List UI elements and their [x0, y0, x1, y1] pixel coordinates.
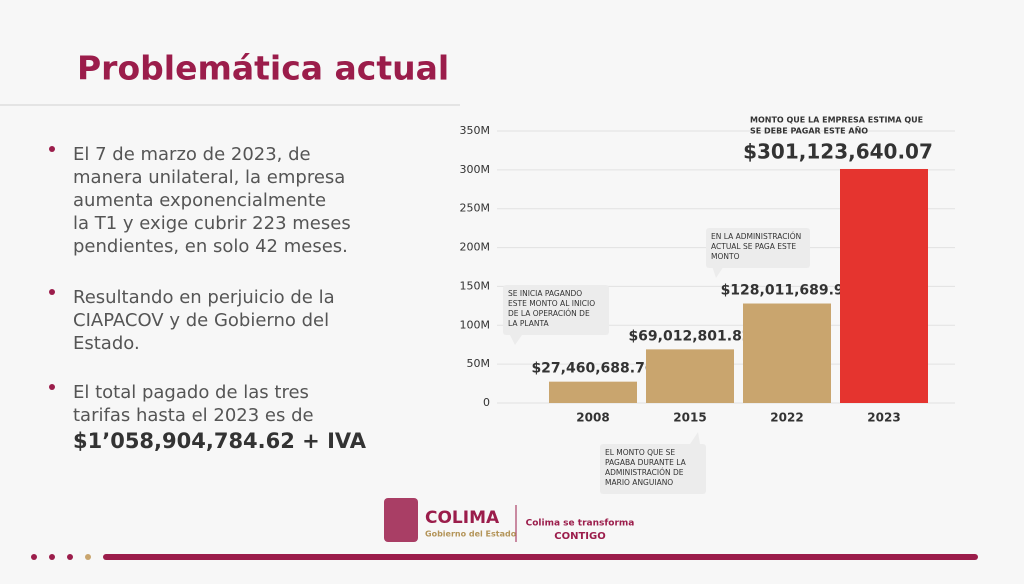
- footer-dot: [85, 554, 91, 560]
- slogan-sub: CONTIGO: [554, 531, 605, 542]
- callout-text: MARIO ANGUIANO: [605, 478, 673, 487]
- y-tick-label: 100M: [460, 318, 491, 331]
- slogan: Colima se transforma: [526, 519, 635, 529]
- bullet-dot: [49, 146, 55, 152]
- callout-box: [600, 444, 706, 494]
- bullet-line: tarifas hasta el 2023 es de: [73, 405, 314, 426]
- x-tick-label: 2023: [867, 411, 900, 425]
- value-label: $69,012,801.82: [628, 328, 751, 344]
- callout-text: DE LA OPERACIÓN DE: [508, 309, 590, 318]
- annotation-text: SE DEBE PAGAR ESTE AÑO: [750, 126, 868, 136]
- bullet-line: pendientes, en solo 42 meses.: [73, 236, 348, 257]
- callout-box: [706, 228, 810, 268]
- brand-sub: Gobierno del Estado: [425, 530, 517, 539]
- bullet-dot: [49, 384, 55, 390]
- callout-text: ADMINISTRACIÓN DE: [605, 468, 684, 477]
- bullet-line: la T1 y exige cubrir 223 meses: [73, 213, 351, 234]
- bullet-line: CIAPACOV y de Gobierno del: [73, 310, 329, 331]
- callout-text: EL MONTO QUE SE: [605, 448, 675, 457]
- y-tick-label: 300M: [460, 163, 491, 176]
- bullet-line: El total pagado de las tres: [73, 382, 309, 403]
- y-tick-label: 200M: [460, 241, 491, 254]
- bullet-dot: [49, 289, 55, 295]
- callout-box: [503, 285, 609, 335]
- y-tick-label: 0: [483, 396, 490, 409]
- footer-dot: [67, 554, 73, 560]
- x-tick-label: 2022: [770, 411, 803, 425]
- footer-dot: [31, 554, 37, 560]
- value-label: $128,011,689.95: [721, 283, 854, 299]
- brand: COLIMA: [425, 508, 500, 528]
- callout-tail: [510, 335, 522, 345]
- header-rule: [0, 104, 460, 106]
- coat-of-arms: [384, 498, 418, 542]
- y-tick-label: 250M: [460, 202, 491, 215]
- callout-text: SE INICIA PAGANDO: [508, 289, 582, 298]
- callout-text: LA PLANTA: [508, 319, 549, 328]
- bar: [646, 349, 734, 403]
- bar: [743, 303, 831, 403]
- bar: [549, 381, 637, 403]
- footer-dot: [49, 554, 55, 560]
- bar: [840, 168, 928, 403]
- value-label: $27,460,688.76: [531, 361, 654, 377]
- callout-text: ESTE MONTO AL INICIO: [508, 299, 595, 308]
- footer-bar: [103, 554, 978, 560]
- bullet-line: aumenta exponencialmente: [73, 190, 326, 211]
- value-label: $301,123,640.07: [743, 140, 933, 164]
- x-tick-label: 2015: [673, 411, 706, 425]
- bullet-line: manera unilateral, la empresa: [73, 167, 345, 188]
- callout-tail: [712, 266, 724, 278]
- bullet-line: $1’058,904,784.62 + IVA: [73, 429, 367, 453]
- bullet-line: Estado.: [73, 333, 140, 354]
- callout-text: ACTUAL SE PAGA ESTE: [711, 242, 796, 251]
- callout-text: MONTO: [711, 252, 740, 261]
- bullet-line: El 7 de marzo de 2023, de: [73, 144, 311, 165]
- slide-title: Problemática actual: [77, 49, 449, 88]
- y-tick-label: 150M: [460, 279, 491, 292]
- y-tick-label: 350M: [460, 124, 491, 137]
- annotation-text: MONTO QUE LA EMPRESA ESTIMA QUE: [750, 116, 923, 125]
- callout-text: EN LA ADMINISTRACIÓN: [711, 232, 801, 241]
- callout-tail: [690, 432, 700, 444]
- y-tick-label: 50M: [467, 357, 491, 370]
- callout-text: PAGABA DURANTE LA: [605, 458, 687, 467]
- bullet-line: Resultando en perjuicio de la: [73, 287, 335, 308]
- x-tick-label: 2008: [576, 411, 609, 425]
